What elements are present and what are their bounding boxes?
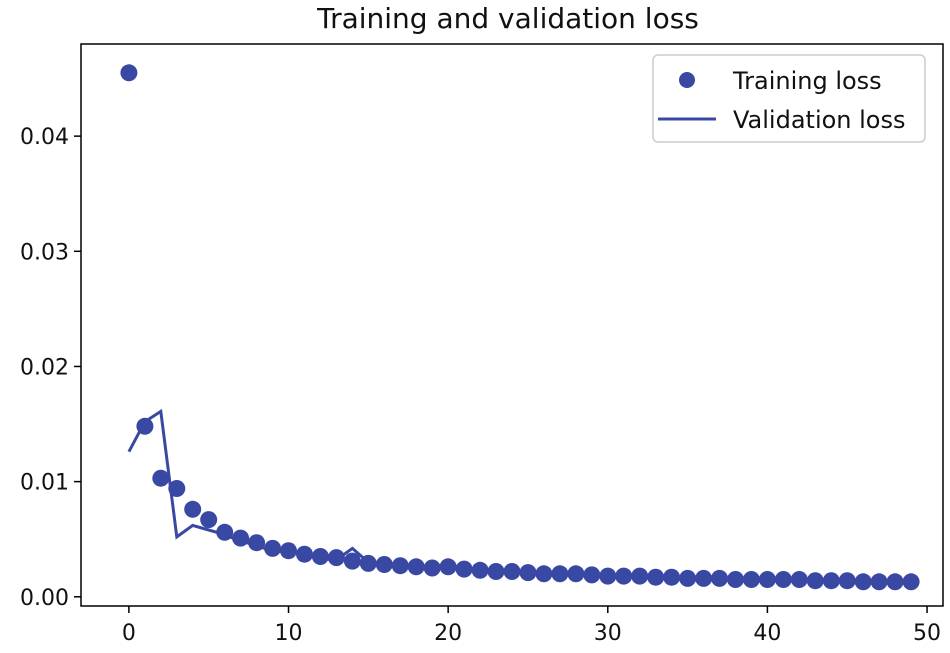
- legend-training-label: Training loss: [732, 67, 882, 95]
- training-loss-point: [311, 548, 329, 565]
- x-tick-label: 0: [122, 621, 136, 646]
- training-loss-point: [487, 563, 505, 580]
- training-loss-point: [695, 569, 713, 587]
- training-loss-point: [248, 534, 266, 552]
- chart-title: Training and validation loss: [316, 2, 699, 35]
- plot-area: [120, 64, 920, 591]
- training-loss-point: [455, 560, 473, 578]
- training-loss-point: [216, 523, 234, 541]
- training-loss-point: [902, 573, 920, 591]
- training-loss-point: [439, 558, 457, 576]
- training-loss-point: [423, 559, 441, 577]
- training-loss-point: [152, 469, 170, 487]
- axis-ticks: 0 10 20 30 40 50 0.00 0.01 0.02 0.03 0.04: [20, 125, 941, 646]
- x-tick-label: 50: [913, 621, 941, 646]
- x-tick-label: 10: [275, 621, 303, 646]
- training-loss-point: [168, 480, 186, 497]
- y-tick-label: 0.04: [20, 125, 69, 150]
- x-tick-label: 20: [434, 621, 462, 646]
- training-loss-point: [280, 542, 297, 560]
- training-loss-point: [327, 549, 345, 567]
- y-tick-label: 0.01: [20, 471, 69, 496]
- training-loss-point: [535, 565, 553, 583]
- training-loss-point: [599, 567, 617, 585]
- training-loss-point: [343, 552, 361, 570]
- legend-training-marker: [679, 72, 695, 88]
- training-loss-point: [711, 569, 728, 587]
- training-loss-point: [870, 573, 888, 591]
- plot-frame: [80, 43, 944, 607]
- training-loss-point: [551, 565, 569, 583]
- training-loss-point: [822, 572, 840, 590]
- training-loss-point: [200, 511, 218, 529]
- training-loss-point: [790, 571, 808, 588]
- training-loss-point: [886, 573, 904, 591]
- y-tick-label: 0.00: [20, 586, 69, 611]
- training-loss-point: [615, 567, 633, 585]
- x-tick-label: 30: [594, 621, 622, 646]
- training-loss-point: [727, 571, 744, 588]
- training-loss-point: [184, 500, 202, 518]
- legend-validation-label: Validation loss: [733, 106, 906, 134]
- training-loss-point: [375, 556, 393, 573]
- training-loss-point: [136, 417, 154, 435]
- training-loss-point: [471, 561, 489, 579]
- y-tick-label: 0.03: [20, 240, 69, 265]
- training-loss-point: [679, 569, 697, 587]
- training-loss-point: [264, 539, 282, 557]
- training-loss-point: [407, 558, 425, 576]
- training-loss-point: [391, 557, 409, 575]
- y-tick-label: 0.02: [20, 355, 69, 380]
- training-loss-point: [854, 573, 872, 591]
- validation-loss-line: [127, 408, 912, 584]
- training-loss-point: [806, 572, 824, 590]
- training-loss-point: [583, 566, 601, 584]
- training-loss-point: [503, 563, 521, 580]
- training-loss-point: [567, 565, 585, 583]
- training-loss-point: [758, 571, 776, 588]
- training-loss-point: [359, 554, 377, 572]
- training-loss-point: [742, 571, 760, 588]
- training-loss-point: [519, 564, 537, 582]
- training-loss-point: [120, 64, 138, 82]
- training-loss-point: [296, 545, 313, 563]
- training-loss-point: [838, 572, 856, 590]
- training-loss-point: [774, 571, 792, 588]
- training-loss-point: [232, 529, 250, 547]
- training-loss-point: [631, 567, 649, 585]
- legend: Training loss Validation loss: [652, 54, 926, 143]
- training-loss-point: [663, 568, 681, 586]
- training-loss-point: [647, 568, 665, 586]
- legend-box: [652, 54, 926, 143]
- x-tick-label: 40: [753, 621, 781, 646]
